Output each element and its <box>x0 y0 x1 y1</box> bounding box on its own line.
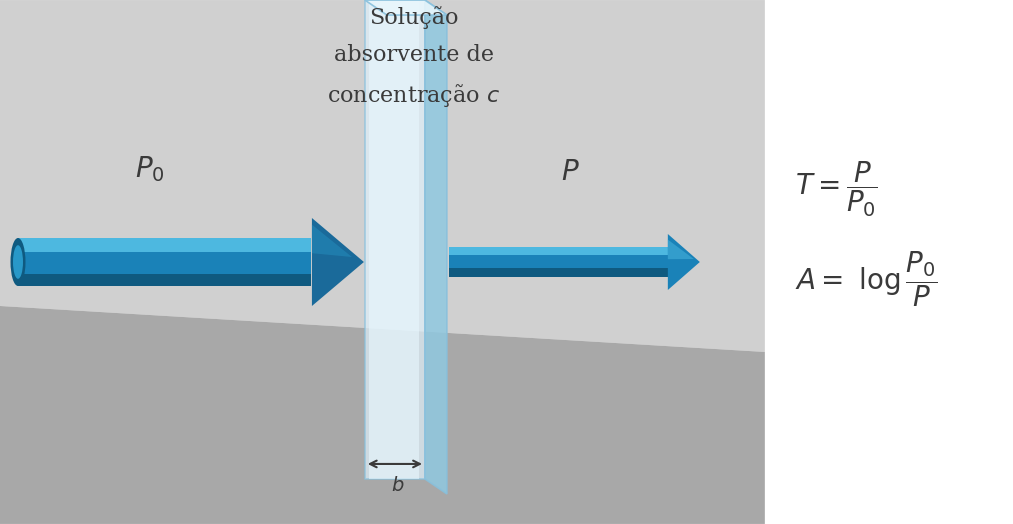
Polygon shape <box>449 247 668 255</box>
Polygon shape <box>668 234 700 290</box>
Ellipse shape <box>13 245 23 279</box>
Polygon shape <box>0 0 765 352</box>
Polygon shape <box>449 255 668 268</box>
Text: $b$: $b$ <box>391 476 404 495</box>
Polygon shape <box>365 0 424 479</box>
Polygon shape <box>312 218 364 306</box>
Polygon shape <box>369 0 419 479</box>
Polygon shape <box>449 268 668 277</box>
Text: absorvente de: absorvente de <box>334 44 494 66</box>
Polygon shape <box>668 239 694 259</box>
Ellipse shape <box>10 238 25 286</box>
Polygon shape <box>424 0 447 494</box>
Polygon shape <box>365 0 447 15</box>
Text: Solução: Solução <box>369 6 459 29</box>
Text: $T = \dfrac{P}{P_0}$: $T = \dfrac{P}{P_0}$ <box>795 159 878 219</box>
Text: $P_0$: $P_0$ <box>135 154 165 184</box>
Polygon shape <box>18 253 311 274</box>
Polygon shape <box>18 274 311 286</box>
Text: $A = \ \log \dfrac{P_0}{P}$: $A = \ \log \dfrac{P_0}{P}$ <box>795 249 937 309</box>
Polygon shape <box>0 306 765 524</box>
Polygon shape <box>18 238 311 253</box>
Polygon shape <box>765 0 1013 524</box>
Polygon shape <box>312 225 352 257</box>
Text: $P$: $P$ <box>560 159 579 185</box>
Text: concentração $c$: concentração $c$ <box>327 82 500 109</box>
